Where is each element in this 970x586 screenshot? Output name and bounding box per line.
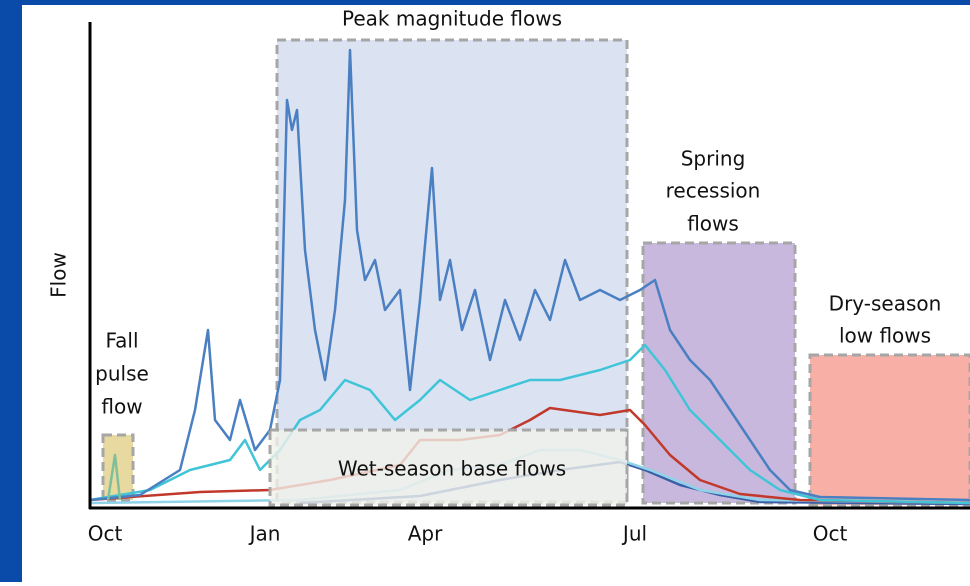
region-label: flows — [687, 212, 739, 236]
region-label: Spring — [681, 147, 746, 171]
x-tick-label: Jan — [248, 522, 281, 546]
dry-region — [808, 353, 970, 507]
region-label: Wet-season base flows — [338, 457, 566, 481]
region-label: Peak magnitude flows — [342, 7, 562, 31]
wet-region — [268, 428, 629, 507]
region-label: flow — [101, 395, 142, 419]
x-tick-label: Oct — [813, 522, 848, 546]
region-label: low flows — [839, 324, 931, 348]
fall-pulse-line — [106, 453, 122, 501]
region-label: recession — [666, 179, 761, 203]
x-tick-label: Jul — [621, 522, 647, 546]
frame-left — [0, 0, 22, 582]
region-label: pulse — [95, 362, 149, 386]
region-label: Fall — [105, 329, 138, 353]
x-tick-label: Apr — [408, 522, 443, 546]
region-label: Dry-season — [829, 292, 942, 316]
flow-line — [89, 48, 970, 502]
y-axis-label: Flow — [47, 252, 71, 298]
x-tick-label: Oct — [88, 522, 123, 546]
flow-line — [89, 343, 970, 505]
frame-top — [0, 0, 970, 5]
